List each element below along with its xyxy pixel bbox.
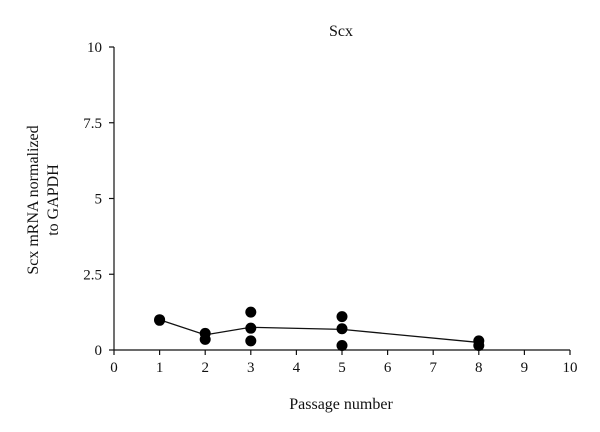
y-axis-label: Scx mRNA normalized to GAPDH (25, 125, 62, 274)
x-axis-label: Passage number (289, 396, 393, 413)
x-tick-label: 1 (156, 360, 164, 376)
data-point (336, 339, 348, 351)
data-point (199, 333, 211, 345)
ticks: 0 1 2 3 4 5 6 7 8 9 10 0 2.5 5 7.5 10 (83, 40, 577, 376)
points-layer (154, 306, 485, 351)
x-tick-label: 4 (293, 360, 301, 376)
x-tick-label: 2 (201, 360, 209, 376)
data-point (336, 311, 348, 323)
y-tick-label: 5 (95, 192, 103, 208)
x-tick-label: 10 (563, 360, 578, 376)
y-tick-label: 0 (95, 343, 103, 359)
y-axis-label-line-2: to GAPDH (45, 164, 62, 236)
data-point (245, 322, 257, 334)
x-tick-label: 5 (338, 360, 346, 376)
data-point (473, 339, 485, 351)
x-tick-label: 9 (521, 360, 529, 376)
x-tick-label: 7 (429, 360, 437, 376)
data-point (245, 306, 257, 318)
data-point (245, 335, 257, 347)
x-tick-label: 6 (384, 360, 392, 376)
x-tick-label: 3 (247, 360, 255, 376)
data-point (154, 314, 166, 326)
y-tick-label: 10 (87, 40, 102, 56)
x-tick-label: 0 (110, 360, 118, 376)
y-tick-label: 2.5 (83, 267, 102, 283)
data-point (336, 323, 348, 335)
x-tick-label: 8 (475, 360, 483, 376)
y-axis-label-line-1: Scx mRNA normalized (25, 125, 42, 274)
axes (113, 47, 570, 351)
chart-title: Scx (329, 23, 353, 40)
y-tick-label: 7.5 (83, 116, 102, 132)
